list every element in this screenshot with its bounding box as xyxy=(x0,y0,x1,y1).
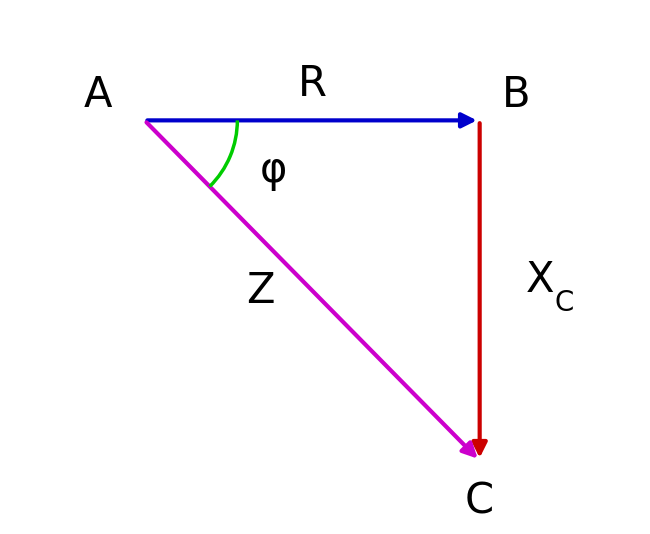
Text: C: C xyxy=(554,289,574,317)
Text: Z: Z xyxy=(246,270,275,311)
Text: φ: φ xyxy=(260,149,287,191)
Text: A: A xyxy=(84,74,112,115)
Text: C: C xyxy=(465,481,494,523)
Text: B: B xyxy=(501,74,530,115)
Text: X: X xyxy=(526,259,554,301)
Text: R: R xyxy=(298,63,326,105)
